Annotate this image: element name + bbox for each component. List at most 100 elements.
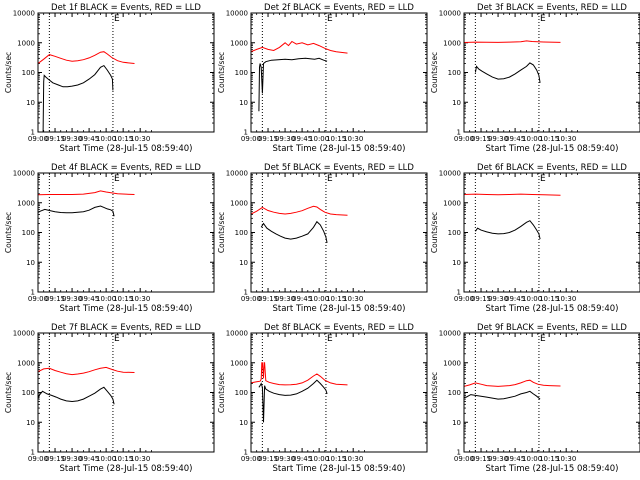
- panel-title: Det 4f BLACK = Events, RED = LLD: [51, 163, 201, 173]
- y-tick-label: 10: [26, 259, 35, 267]
- x-tick-label: 10:00: [96, 135, 116, 143]
- detector-panel-3: Det 3f BLACK = Events, RED = LLD Counts/s…: [430, 3, 640, 154]
- y-tick-label: 10: [239, 259, 248, 267]
- y-tick-label: 1: [31, 449, 35, 457]
- y-tick-label: 10: [26, 419, 35, 427]
- series-group: [38, 51, 135, 132]
- x-tick-label: 09:30: [62, 135, 82, 143]
- series-line-events: [38, 205, 115, 217]
- y-tick-label: 10: [239, 419, 248, 427]
- x-tick-label: 10:15: [113, 455, 133, 463]
- x-tick-label: 10:30: [556, 295, 576, 303]
- y-axis-label: Counts/sec: [4, 52, 13, 93]
- x-tick-label: 09:15: [258, 295, 278, 303]
- series-group: [464, 40, 561, 83]
- x-tick-label: 10:15: [326, 295, 346, 303]
- y-tick-label: 1000: [230, 359, 248, 367]
- x-axis-label: Start Time (28-Jul-15 08:59:40): [273, 144, 406, 154]
- x-tick-label: 09:15: [45, 135, 65, 143]
- y-tick-label: 1: [31, 129, 35, 137]
- y-tick-label: 10000: [13, 170, 35, 178]
- x-tick-label: 10:30: [130, 295, 150, 303]
- series-line-events: [258, 57, 328, 112]
- detector-panel-4: Det 4f BLACK = Events, RED = LLD Counts/s…: [4, 163, 215, 314]
- plot-frame: [463, 332, 640, 453]
- series-line-lld: [251, 205, 348, 216]
- panel-title: Det 1f BLACK = Events, RED = LLD: [51, 3, 201, 13]
- x-tick-label: 09:00: [28, 295, 48, 303]
- x-tick-label: 10:15: [113, 295, 133, 303]
- x-tick-label: 09:30: [275, 295, 295, 303]
- x-tick-label: 10:00: [96, 455, 116, 463]
- series-line-events: [42, 64, 114, 132]
- y-tick-label: 10000: [439, 10, 461, 18]
- x-tick-label: 09:30: [62, 295, 82, 303]
- series-group: [251, 40, 348, 112]
- x-tick-label: 09:30: [488, 455, 508, 463]
- y-tick-label: 10000: [13, 330, 35, 338]
- marker-label: E: [114, 174, 120, 184]
- x-axis-label: Start Time (28-Jul-15 08:59:40): [60, 144, 193, 154]
- x-tick-label: 10:15: [539, 135, 559, 143]
- series-group: [464, 193, 561, 240]
- x-axis-label: Start Time (28-Jul-15 08:59:40): [486, 304, 619, 314]
- x-tick-label: 10:15: [113, 135, 133, 143]
- x-tick-label: 10:30: [343, 135, 363, 143]
- y-tick-label: 1: [244, 129, 248, 137]
- y-axis-label: Counts/sec: [217, 212, 226, 253]
- plot-frame: [37, 172, 215, 293]
- marker-label: E: [540, 334, 546, 344]
- x-tick-label: 10:30: [556, 455, 576, 463]
- y-tick-label: 100: [22, 229, 35, 237]
- x-tick-label: 09:15: [258, 455, 278, 463]
- y-axis-label: Counts/sec: [430, 212, 439, 253]
- series-line-lld: [251, 40, 348, 54]
- marker-label: E: [540, 174, 546, 184]
- y-tick-label: 10000: [13, 10, 35, 18]
- x-tick-label: 10:15: [326, 135, 346, 143]
- panel-title: Det 2f BLACK = Events, RED = LLD: [264, 3, 414, 13]
- detector-panel-5: Det 5f BLACK = Events, RED = LLD Counts/s…: [217, 163, 428, 314]
- y-tick-label: 10: [452, 259, 461, 267]
- plot-frame: [463, 172, 640, 293]
- x-axis-label: Start Time (28-Jul-15 08:59:40): [486, 144, 619, 154]
- detector-panel-1: Det 1f BLACK = Events, RED = LLD Counts/s…: [4, 3, 215, 154]
- x-tick-label: 10:15: [326, 455, 346, 463]
- y-tick-label: 100: [448, 229, 461, 237]
- y-tick-label: 100: [235, 389, 248, 397]
- series-line-events: [474, 62, 541, 83]
- x-axis-label: Start Time (28-Jul-15 08:59:40): [273, 304, 406, 314]
- y-tick-label: 10: [452, 419, 461, 427]
- x-tick-label: 09:45: [292, 295, 312, 303]
- x-tick-label: 09:15: [45, 295, 65, 303]
- series-group: [38, 366, 135, 405]
- series-line-lld: [38, 190, 135, 196]
- y-tick-label: 10000: [439, 170, 461, 178]
- y-tick-label: 1: [31, 289, 35, 297]
- x-tick-label: 10:00: [522, 135, 542, 143]
- x-tick-label: 10:00: [522, 295, 542, 303]
- detector-panel-6: Det 6f BLACK = Events, RED = LLD Counts/s…: [430, 163, 640, 314]
- y-tick-label: 10000: [226, 330, 248, 338]
- x-tick-label: 10:30: [130, 455, 150, 463]
- y-tick-label: 10000: [226, 170, 248, 178]
- plot-frame: [250, 172, 428, 293]
- x-tick-label: 09:30: [488, 135, 508, 143]
- panel-title: Det 8f BLACK = Events, RED = LLD: [264, 323, 414, 333]
- x-tick-label: 09:15: [471, 135, 491, 143]
- x-tick-label: 09:45: [505, 135, 525, 143]
- series-group: [251, 362, 348, 423]
- series-line-events: [464, 390, 541, 400]
- x-tick-label: 09:00: [28, 455, 48, 463]
- x-tick-label: 10:00: [309, 295, 329, 303]
- x-tick-label: 09:00: [454, 455, 474, 463]
- detector-panel-9: Det 9f BLACK = Events, RED = LLD Counts/s…: [430, 323, 640, 474]
- y-tick-label: 1: [244, 289, 248, 297]
- x-tick-label: 09:30: [488, 295, 508, 303]
- series-line-lld: [464, 193, 561, 196]
- y-tick-label: 100: [448, 389, 461, 397]
- x-tick-label: 09:15: [471, 455, 491, 463]
- x-tick-label: 09:45: [505, 295, 525, 303]
- x-tick-label: 09:45: [79, 455, 99, 463]
- y-tick-label: 100: [235, 229, 248, 237]
